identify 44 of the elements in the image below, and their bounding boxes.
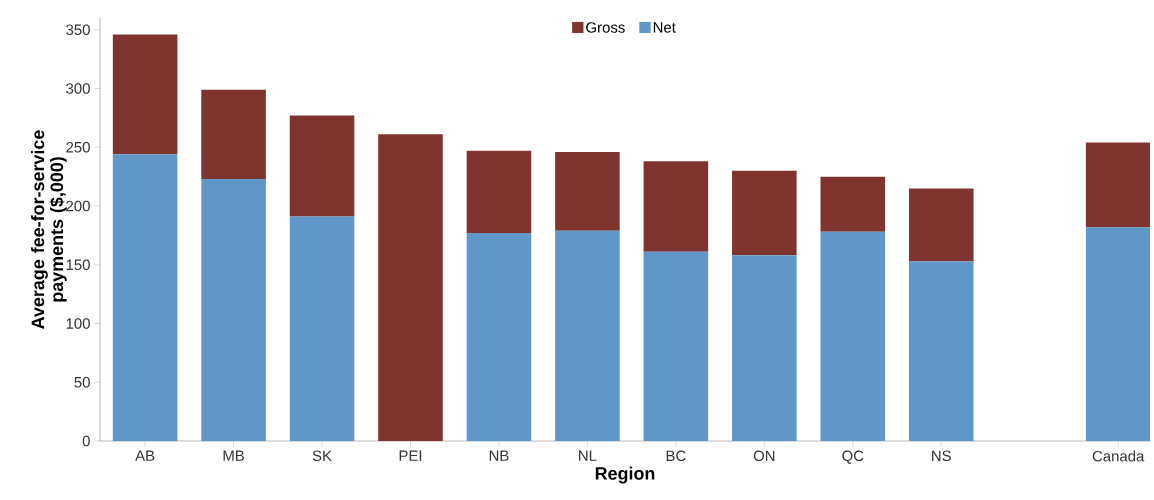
x-tick-label: PEI [399,450,422,461]
bar [112,34,178,155]
y-tick-label: 100 [66,318,90,329]
bar [820,231,886,441]
x-tick-label: NB [489,450,509,461]
bar [820,176,886,232]
bar [112,154,178,441]
bar [201,89,266,179]
x-tick-label: NL [579,450,597,461]
bar [466,233,532,441]
bar [643,161,709,252]
y-tick-label: 0 [82,435,90,447]
x-tick-label: SK [312,450,332,462]
legend-label: Gross [586,22,625,33]
bar [732,170,797,256]
x-tick-label: Canada [1092,450,1145,462]
x-tick-label: NS [932,450,951,462]
y-tick-label: 350 [66,24,90,36]
y-axis-title: Average fee-for-service payments ($,000) [31,130,67,329]
bar [378,134,443,441]
bar [1085,227,1151,441]
y-tick-label: 150 [66,259,90,271]
y-tick-label: 50 [74,376,90,388]
y-tick-label: 300 [66,83,90,94]
x-tick-label: AB [135,450,155,461]
bar [555,230,620,441]
bar [289,216,355,441]
bar [732,255,797,441]
x-tick-label: QC [842,450,864,464]
bar [555,151,620,231]
x-tick-label: ON [753,450,775,462]
bar [466,150,532,234]
legend-label: Net [653,22,676,33]
bar [908,261,974,441]
bar [908,188,974,262]
bar [1085,142,1151,228]
bar [643,251,709,441]
bar [201,178,266,441]
x-tick-label: BC [666,450,686,462]
x-axis-title: Region [595,466,655,484]
y-tick-label: 200 [66,200,90,212]
y-tick-label: 250 [66,141,90,153]
bar [289,115,355,217]
x-tick-label: MB [223,450,244,461]
